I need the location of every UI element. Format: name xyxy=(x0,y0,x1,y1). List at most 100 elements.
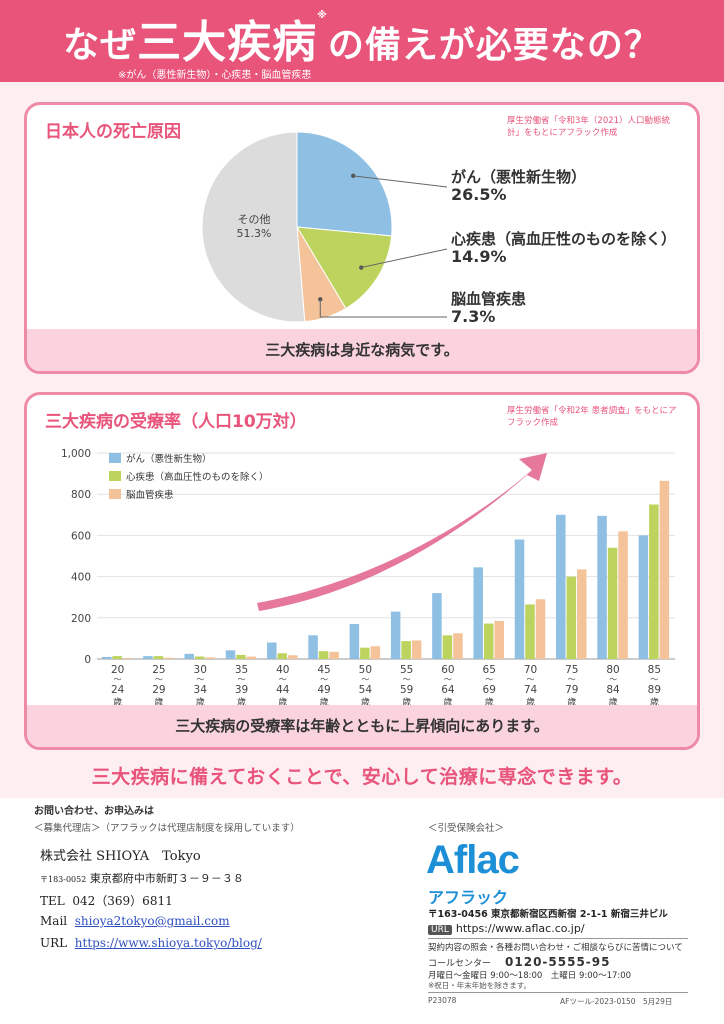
contact-heading: お問い合わせ、お申込みは xyxy=(34,806,154,817)
pie-label-other: その他 51.3% xyxy=(236,213,272,240)
agency-tel: TEL 042（369）6811 xyxy=(40,894,173,908)
death-causes-title: 日本人の死亡原因 xyxy=(45,122,181,142)
x-tick-label: 50 xyxy=(359,664,372,676)
x-tick-label: 〜 xyxy=(238,675,246,684)
x-tick-label: 〜 xyxy=(320,675,328,684)
x-tick-label: 25 xyxy=(152,664,165,676)
x-tick-label: 〜 xyxy=(114,675,122,684)
bar-stroke xyxy=(288,655,298,659)
legend-swatch xyxy=(109,453,121,463)
bar-heart xyxy=(194,656,205,659)
x-tick-label: 29 xyxy=(152,684,165,696)
x-tick-label: 歳 xyxy=(278,696,287,707)
x-tick-label: 歳 xyxy=(650,696,659,707)
bar-stroke xyxy=(246,656,257,659)
bar-stroke xyxy=(164,657,174,659)
legend-swatch xyxy=(109,489,121,499)
bar-cancer xyxy=(473,567,483,659)
x-tick-label: 65 xyxy=(483,664,496,676)
insurer-url-link[interactable]: https://www.aflac.co.jp/ xyxy=(455,922,585,935)
bar-heart xyxy=(483,623,494,659)
agency-mail: Mail shioya2tokyo@gmail.com xyxy=(40,914,230,928)
aflac-kana-logo: アフラック xyxy=(428,888,509,907)
y-tick-label: 600 xyxy=(71,530,91,542)
doc-code: P23078 xyxy=(428,996,457,1005)
header-band xyxy=(0,0,724,82)
bar-heart xyxy=(360,647,370,659)
x-tick-label: 84 xyxy=(606,684,620,696)
x-tick-label: 〜 xyxy=(485,675,493,684)
agency-url-link[interactable]: https://www.shioya.tokyo/blog/ xyxy=(74,936,262,950)
pie-label-heart: 心疾患（高血圧性のものを除く） 14.9% xyxy=(451,230,677,266)
bar-heart xyxy=(277,653,288,659)
x-tick-label: 34 xyxy=(194,684,208,696)
treatment-rate-card: 三大疾病の受療率（人口10万対） 厚生労働省「令和2年 患者調査」をもとにアフラ… xyxy=(24,392,700,750)
bar-cancer xyxy=(308,635,318,659)
bar-heart xyxy=(318,651,329,659)
insurer-heading: ＜引受保険会社＞ xyxy=(428,823,505,834)
divider xyxy=(428,938,688,939)
bar-heart xyxy=(442,635,453,659)
call-center-number[interactable]: 0120-5555-95 xyxy=(505,955,611,969)
x-tick-label: 歳 xyxy=(361,696,370,707)
bar-heart xyxy=(607,547,618,659)
bar-heart xyxy=(153,656,164,659)
bar-stroke xyxy=(618,531,628,659)
x-tick-label: 35 xyxy=(235,664,248,676)
x-tick-label: 74 xyxy=(524,684,538,696)
x-tick-label: 〜 xyxy=(609,675,617,684)
page-subtitle: ※がん（悪性新生物）・心疾患・脳血管疾患 xyxy=(118,70,312,81)
x-tick-label: 歳 xyxy=(567,696,576,707)
agency-url: URL https://www.shioya.tokyo/blog/ xyxy=(40,936,262,950)
pie-leader-cancer xyxy=(353,175,448,188)
bar-cancer xyxy=(349,623,360,659)
x-tick-label: 歳 xyxy=(113,696,122,707)
x-tick-label: 40 xyxy=(276,664,289,676)
divider xyxy=(428,992,688,993)
bar-stroke xyxy=(535,599,546,659)
tagline: 三大疾病に備えておくことで、安心して治療に専念できます。 xyxy=(91,766,633,788)
bar-cancer xyxy=(432,593,442,659)
x-tick-label: 歳 xyxy=(609,696,618,707)
x-tick-label: 〜 xyxy=(650,675,658,684)
x-tick-label: 85 xyxy=(648,664,661,676)
x-tick-label: 〜 xyxy=(361,675,369,684)
agency-name: 株式会社 SHIOYA Tokyo xyxy=(40,849,201,864)
bar-stroke xyxy=(659,480,670,659)
legend-label: 心疾患（高血圧性のものを除く） xyxy=(126,471,269,483)
insurer-inquiry: 契約内容の照会・各種お問い合わせ・ご相談ならびに苦情について xyxy=(428,943,683,953)
legend-swatch xyxy=(109,471,121,481)
x-tick-label: 歳 xyxy=(237,696,246,707)
doc-version: AFツール-2023-0150 5月29日 xyxy=(560,997,673,1006)
bar-heart xyxy=(236,654,246,659)
agency-mail-link[interactable]: shioya2tokyo@gmail.com xyxy=(74,914,230,928)
x-tick-label: 79 xyxy=(565,684,578,696)
bar-stroke xyxy=(122,657,133,659)
bar-heart xyxy=(525,604,535,659)
pie-slice-cancer xyxy=(296,131,393,237)
bar-cancer xyxy=(597,515,607,659)
x-tick-label: 30 xyxy=(194,664,207,676)
pie-leader-stroke-dot xyxy=(318,297,323,302)
legend-label: 脳血管疾患 xyxy=(126,489,174,501)
x-tick-label: 歳 xyxy=(154,696,163,707)
bar-cancer xyxy=(184,653,194,659)
x-tick-label: 歳 xyxy=(526,696,535,707)
insurer-address: 〒163-0456 東京都新宿区西新宿 2-1-1 新宿三井ビル xyxy=(428,909,668,920)
x-tick-label: 歳 xyxy=(196,696,205,707)
x-tick-label: 歳 xyxy=(320,696,329,707)
x-tick-label: 39 xyxy=(235,684,248,696)
page-title: なぜ三大疾病※の備えが必要なの？ xyxy=(63,10,661,68)
bar-cancer xyxy=(638,535,649,659)
bar-cancer xyxy=(390,611,401,659)
bar-stroke xyxy=(370,646,381,659)
x-tick-label: 44 xyxy=(276,684,290,696)
pie-leader-heart-dot xyxy=(359,265,364,270)
x-tick-label: 45 xyxy=(317,664,330,676)
treatment-rate-source: 厚生労働省「令和2年 患者調査」をもとにアフラック作成 xyxy=(507,406,677,428)
agency-address: 〒183-0052 東京都府中市新町３－９－３８ xyxy=(40,872,244,885)
x-tick-label: 59 xyxy=(400,684,413,696)
pie-leader-heart xyxy=(361,248,448,269)
title-highlight: 三大疾病 xyxy=(137,17,318,68)
death-causes-pie-chart xyxy=(201,131,448,323)
